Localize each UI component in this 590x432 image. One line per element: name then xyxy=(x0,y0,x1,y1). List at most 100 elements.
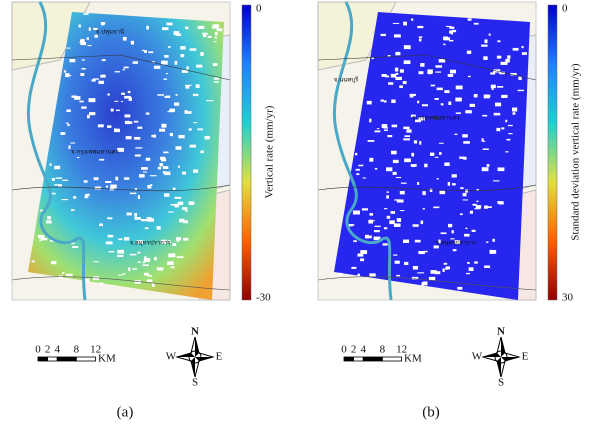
no-data xyxy=(47,216,52,220)
no-data xyxy=(473,22,479,25)
no-data xyxy=(411,152,415,157)
scale-segment xyxy=(353,356,364,362)
no-data xyxy=(185,84,192,86)
no-data xyxy=(105,185,109,188)
no-data xyxy=(144,227,149,230)
scale-label: 2 xyxy=(351,344,357,356)
no-data xyxy=(491,87,494,91)
scale-label: 4 xyxy=(360,344,366,356)
no-data xyxy=(124,95,131,99)
no-data xyxy=(436,87,443,91)
no-data xyxy=(469,103,476,107)
no-data xyxy=(459,156,465,159)
no-data xyxy=(481,138,484,142)
no-data xyxy=(164,55,169,58)
no-data xyxy=(455,97,462,102)
no-data xyxy=(388,82,394,85)
no-data xyxy=(188,201,195,205)
no-data xyxy=(213,41,217,43)
no-data xyxy=(175,93,178,96)
no-data xyxy=(391,99,396,104)
scale-unit: KM xyxy=(404,353,422,365)
no-data xyxy=(151,283,155,287)
no-data xyxy=(462,192,467,197)
scale-label: 0 xyxy=(341,344,347,356)
no-data xyxy=(183,220,188,224)
no-data xyxy=(484,39,488,44)
no-data xyxy=(448,39,454,42)
compass-ring xyxy=(494,350,508,364)
no-data xyxy=(87,193,90,197)
no-data xyxy=(207,35,212,38)
no-data xyxy=(170,203,176,206)
no-data xyxy=(68,75,72,77)
no-data xyxy=(94,186,102,190)
no-data xyxy=(373,229,380,233)
no-data xyxy=(452,249,457,252)
no-data xyxy=(71,95,77,98)
no-data xyxy=(122,68,125,71)
no-data xyxy=(371,57,374,60)
no-data xyxy=(390,150,397,155)
no-data xyxy=(442,268,445,273)
no-data xyxy=(66,273,73,277)
no-data xyxy=(422,191,426,196)
no-data xyxy=(174,196,182,199)
no-data xyxy=(381,124,388,129)
no-data xyxy=(50,239,54,242)
no-data xyxy=(433,206,440,209)
no-data xyxy=(134,280,141,284)
no-data xyxy=(417,100,420,104)
no-data xyxy=(186,66,189,70)
no-data xyxy=(107,217,113,220)
no-data xyxy=(126,212,132,216)
no-data xyxy=(471,229,476,232)
no-data xyxy=(474,261,478,264)
no-data xyxy=(197,128,203,131)
no-data xyxy=(418,36,423,38)
no-data xyxy=(80,73,85,76)
no-data xyxy=(521,45,524,49)
no-data xyxy=(444,162,450,166)
no-data xyxy=(385,75,390,78)
no-data xyxy=(360,250,368,255)
no-data xyxy=(136,240,144,244)
no-data xyxy=(61,199,69,201)
no-data xyxy=(374,167,378,170)
no-data xyxy=(124,236,130,241)
no-data xyxy=(110,108,114,112)
no-data xyxy=(498,201,504,205)
colorbar xyxy=(547,4,558,301)
no-data xyxy=(129,192,137,195)
no-data xyxy=(454,133,458,135)
no-data xyxy=(166,95,171,98)
no-data xyxy=(83,278,90,283)
no-data xyxy=(153,65,161,69)
no-data xyxy=(517,89,524,92)
no-data xyxy=(399,69,404,73)
no-data xyxy=(467,18,472,21)
compass-star-fill xyxy=(483,337,519,377)
no-data xyxy=(393,223,401,227)
no-data xyxy=(62,272,65,275)
no-data xyxy=(134,213,138,217)
scale-unit: KM xyxy=(98,353,116,365)
no-data xyxy=(170,266,175,269)
no-data xyxy=(402,81,407,85)
no-data xyxy=(185,85,190,89)
no-data xyxy=(117,254,124,258)
no-data xyxy=(383,227,388,230)
scale-label: 12 xyxy=(396,344,407,356)
no-data xyxy=(99,282,104,286)
no-data xyxy=(93,27,98,31)
no-data xyxy=(459,213,463,216)
no-data xyxy=(71,209,75,211)
no-data xyxy=(447,74,454,77)
no-data xyxy=(467,261,470,264)
no-data xyxy=(483,94,490,99)
no-data xyxy=(482,148,489,150)
no-data xyxy=(449,69,457,74)
no-data xyxy=(46,220,52,224)
no-data xyxy=(180,54,185,58)
